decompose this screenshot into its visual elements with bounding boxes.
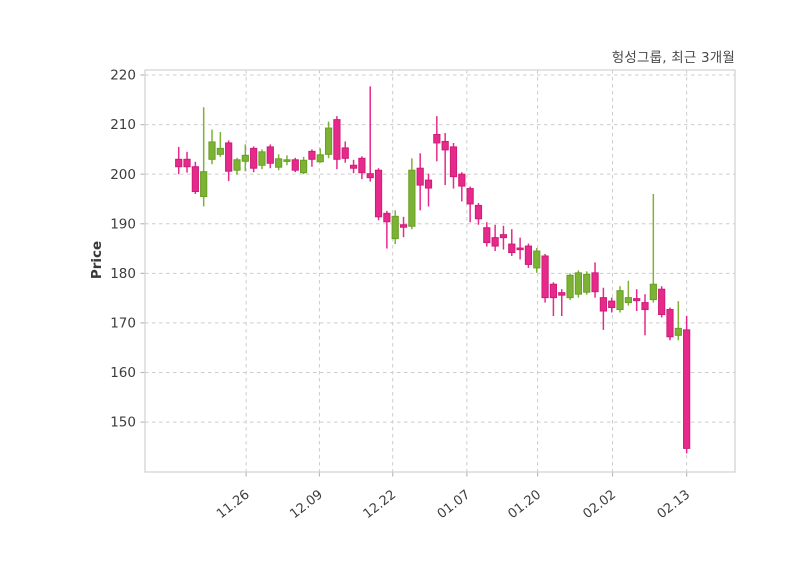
candle-body: [341, 147, 349, 159]
candle-body: [191, 166, 199, 193]
candle-body: [175, 158, 183, 168]
y-tick-label: 190: [110, 216, 136, 232]
candle-body: [349, 164, 358, 169]
candle-body: [374, 169, 383, 218]
candle-body: [416, 167, 424, 186]
candle-body: [533, 250, 541, 269]
x-tick-label: 11.26: [214, 487, 253, 522]
candle-body: [458, 173, 466, 187]
x-tick-label: 02.13: [655, 487, 694, 522]
candle-body: [358, 157, 366, 174]
x-tick-label: 01.07: [435, 487, 474, 522]
y-tick-label: 210: [110, 117, 136, 133]
candle-body: [441, 140, 449, 151]
candle-body: [258, 151, 266, 166]
candle-body: [333, 119, 341, 160]
candle-body: [200, 171, 208, 197]
candle-body: [658, 288, 666, 315]
candle-body: [225, 142, 233, 172]
candle-body: [233, 159, 241, 171]
candle-body: [674, 327, 682, 336]
candle-body: [608, 300, 616, 309]
candle-body: [649, 283, 657, 301]
candle-body: [616, 290, 624, 311]
candle-body: [624, 297, 632, 304]
chart-title: 헝성그룹, 최근 3개월: [611, 50, 735, 66]
candle-body: [574, 272, 582, 295]
candle-body: [433, 134, 441, 144]
candle-body: [524, 245, 533, 265]
candle-body: [474, 204, 483, 220]
x-tick-label: 01.20: [505, 487, 544, 522]
y-tick-label: 150: [110, 415, 136, 431]
y-tick-label: 200: [110, 167, 136, 183]
candle-body: [250, 147, 258, 169]
x-tick-label: 12.09: [287, 487, 326, 522]
plot-background: [145, 70, 735, 472]
candle-body: [266, 146, 274, 164]
candle-body: [275, 158, 283, 168]
y-tick-label: 180: [110, 266, 136, 282]
candle-body: [183, 158, 191, 168]
candle-body: [383, 212, 391, 223]
y-tick-label: 170: [110, 316, 136, 332]
candle-body: [391, 215, 399, 240]
candle-body: [666, 309, 674, 338]
candle-body: [308, 150, 316, 160]
candle-body: [508, 243, 516, 254]
candle-body: [399, 224, 408, 228]
candle-body: [466, 188, 474, 205]
candle-body: [208, 141, 216, 160]
candle-body: [558, 292, 566, 296]
candle-body: [641, 302, 649, 311]
y-axis-label: Price: [89, 240, 105, 280]
candle-body: [516, 247, 524, 251]
candle-body: [591, 272, 599, 293]
candle-body: [549, 283, 558, 299]
candle-body: [491, 237, 499, 247]
candle-body: [241, 154, 249, 162]
plot-border: [144, 69, 736, 473]
candle-body: [291, 159, 299, 171]
candle-body: [541, 255, 549, 299]
candle-body: [316, 154, 324, 163]
candle-body: [283, 159, 291, 162]
x-tick-label: 02.02: [580, 487, 619, 522]
candle-body: [499, 234, 508, 239]
candle-body: [566, 274, 574, 299]
candle-body: [683, 329, 691, 449]
candle-body: [424, 179, 433, 189]
candle-body: [216, 147, 224, 155]
y-tick-label: 220: [110, 68, 136, 84]
candle-body: [633, 298, 641, 302]
candle-body: [583, 273, 591, 293]
candle-body: [366, 173, 374, 179]
candle-body: [449, 146, 458, 178]
candle-body: [324, 127, 333, 155]
candle-body: [599, 297, 607, 312]
y-tick-label: 160: [110, 365, 136, 381]
candle-body: [408, 169, 416, 227]
x-tick-label: 12.22: [361, 487, 400, 522]
candle-body: [483, 227, 491, 244]
candle-body: [300, 159, 308, 174]
